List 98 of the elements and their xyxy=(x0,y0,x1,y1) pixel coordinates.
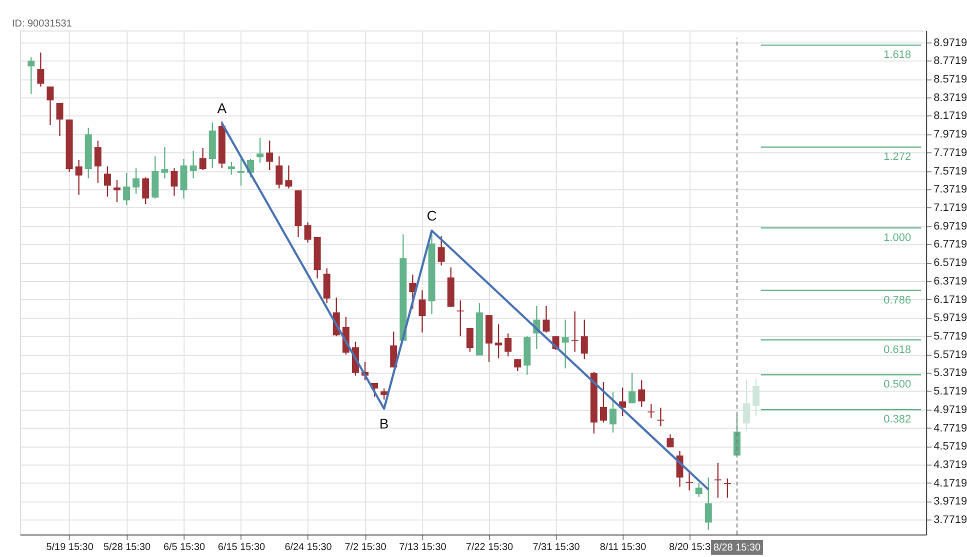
annotation: 0.500 xyxy=(884,378,912,391)
candlestick xyxy=(94,140,102,184)
candlestick xyxy=(562,319,569,369)
candlestick xyxy=(714,462,722,498)
annotation: 0.382 xyxy=(884,414,912,426)
y-tick-label: 4.7719 xyxy=(934,422,967,434)
candlestick xyxy=(542,305,550,334)
y-tick-label: 7.3719 xyxy=(934,184,967,196)
candlestick xyxy=(161,146,168,179)
y-tick-label: 3.7719 xyxy=(934,514,967,526)
candlestick xyxy=(638,380,646,408)
candlestick xyxy=(666,434,674,448)
candlestick xyxy=(123,172,130,206)
y-tick-label: 6.1719 xyxy=(934,294,967,306)
x-tick-label: 7/13 15:30 xyxy=(399,542,447,553)
y-tick-label: 8.5719 xyxy=(934,73,967,86)
y-tick-label: 5.9719 xyxy=(934,312,967,324)
candlestick xyxy=(456,300,464,337)
candlestick xyxy=(628,372,636,404)
x-tick-label: 8/20 15:3 xyxy=(669,542,712,553)
x-tick-label: 8/28 15:30 xyxy=(713,542,762,554)
candlestick xyxy=(46,86,54,126)
candlestick xyxy=(114,180,120,203)
candlestick xyxy=(199,147,206,171)
candlestick xyxy=(28,56,35,94)
y-tick-label: 8.7719 xyxy=(934,55,967,68)
candlestick xyxy=(418,290,426,334)
y-tick-label: 4.5719 xyxy=(934,440,967,453)
y-tick-label: 4.3719 xyxy=(934,459,967,472)
x-tick-label: 5/19 15:30 xyxy=(46,542,94,553)
candlestick xyxy=(571,310,578,352)
annotation: 0.618 xyxy=(884,344,912,356)
candlestick xyxy=(228,161,235,176)
candlestick xyxy=(657,407,664,427)
candlestick xyxy=(132,168,140,195)
candlestick xyxy=(266,140,274,171)
candlestick xyxy=(648,404,655,418)
candlestick xyxy=(610,392,616,434)
y-tick-label: 5.5719 xyxy=(934,348,967,361)
candlestick xyxy=(170,168,178,196)
y-tick-label: 7.9719 xyxy=(934,128,967,141)
candlestick xyxy=(104,166,111,198)
candlestick xyxy=(190,150,197,179)
line-series xyxy=(220,122,710,491)
candlestick xyxy=(514,358,522,372)
y-tick-label: 6.3719 xyxy=(934,275,967,288)
x-tick-label: 5/28 15:30 xyxy=(103,542,152,553)
y-tick-label: 7.5719 xyxy=(934,165,967,178)
y-tick-label: 4.9719 xyxy=(934,404,967,416)
y-tick-label: 6.9719 xyxy=(934,220,967,232)
y-tick-label: 3.9719 xyxy=(934,496,967,508)
candlestick xyxy=(276,156,283,189)
candlestick xyxy=(743,378,750,432)
annotation: A xyxy=(217,100,228,116)
candlestick xyxy=(704,476,712,530)
y-tick-label: 8.9719 xyxy=(934,36,967,49)
x-tick-label: 6/5 15:30 xyxy=(163,542,206,553)
text: ID: 90031531 xyxy=(12,18,72,30)
annotation: 0.786 xyxy=(884,294,912,306)
candlestick xyxy=(600,381,607,424)
x-tick-label: 7/22 15:30 xyxy=(466,542,514,553)
y-tick-label: 6.7719 xyxy=(934,238,967,251)
annotation: B xyxy=(379,416,389,432)
x-tick-label: 7/31 15:30 xyxy=(532,542,580,553)
candlestick xyxy=(56,102,64,137)
y-tick-label: 8.3719 xyxy=(934,92,967,104)
candlestick xyxy=(752,378,760,417)
y-tick-label: 5.3719 xyxy=(934,367,967,380)
candlestick xyxy=(466,327,474,352)
x-tick-label: 6/15 15:30 xyxy=(218,542,266,553)
candlestick xyxy=(686,471,693,492)
y-tick-label: 4.1719 xyxy=(934,477,967,490)
candlestick xyxy=(238,158,244,186)
candlestick xyxy=(75,159,82,196)
x-tick-label: 8/11 15:30 xyxy=(600,542,647,553)
candlestick xyxy=(724,478,731,498)
annotation: 1.618 xyxy=(884,49,912,62)
candlestick xyxy=(142,176,150,205)
x-tick-label: 7/2 15:30 xyxy=(344,542,387,553)
candlestick xyxy=(438,236,445,266)
candlestick xyxy=(695,482,702,498)
candlestick xyxy=(304,222,312,244)
annotation: 1.000 xyxy=(884,232,912,244)
annotation: 1.272 xyxy=(884,151,912,164)
candlestick xyxy=(495,324,502,359)
x-tick-label: 6/24 15:30 xyxy=(284,542,332,553)
annotation: C xyxy=(426,208,437,224)
candlestick xyxy=(285,164,292,189)
candlestick xyxy=(504,332,512,357)
y-tick-label: 5.1719 xyxy=(934,386,967,398)
y-tick-label: 7.1719 xyxy=(934,202,967,214)
candlestick xyxy=(256,137,264,164)
y-tick-label: 5.7719 xyxy=(934,330,967,343)
y-tick-label: 7.7719 xyxy=(934,146,967,159)
candlestick xyxy=(37,52,44,88)
y-tick-label: 6.5719 xyxy=(934,257,967,270)
y-tick-label: 8.1719 xyxy=(934,110,967,122)
candlestick xyxy=(580,319,588,360)
